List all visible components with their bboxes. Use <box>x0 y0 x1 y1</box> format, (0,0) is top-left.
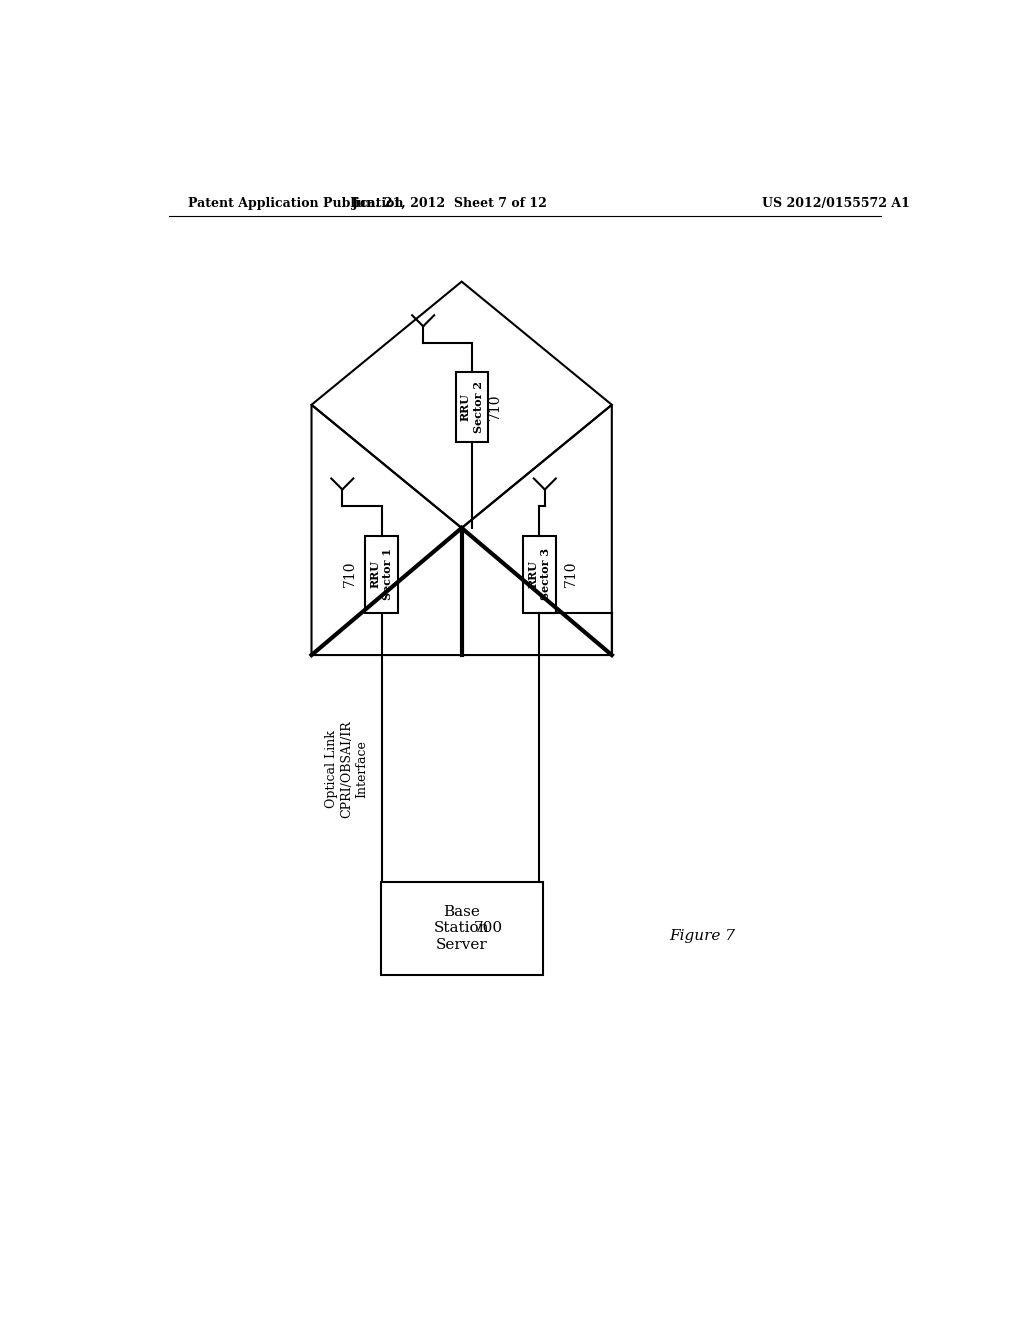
Text: Patent Application Publication: Patent Application Publication <box>188 197 403 210</box>
Bar <box>523 536 556 612</box>
Text: Optical Link
CPRI/OBSAI/IR
Interface: Optical Link CPRI/OBSAI/IR Interface <box>326 719 369 817</box>
Bar <box>456 372 487 442</box>
Text: 710: 710 <box>343 561 357 587</box>
Text: RRU
Sector 2: RRU Sector 2 <box>460 381 483 433</box>
Text: 710: 710 <box>487 393 502 420</box>
Text: Jun. 21, 2012  Sheet 7 of 12: Jun. 21, 2012 Sheet 7 of 12 <box>352 197 548 210</box>
Text: 710: 710 <box>564 561 578 587</box>
Text: US 2012/0155572 A1: US 2012/0155572 A1 <box>762 197 910 210</box>
Bar <box>381 882 543 974</box>
Bar <box>366 536 397 612</box>
Text: RRU
Sector 1: RRU Sector 1 <box>370 548 393 601</box>
Text: RRU
Sector 3: RRU Sector 3 <box>527 548 551 601</box>
Text: Figure 7: Figure 7 <box>670 929 735 942</box>
Text: Base
Station
Server: Base Station Server <box>434 906 489 952</box>
Text: 700: 700 <box>474 921 503 936</box>
